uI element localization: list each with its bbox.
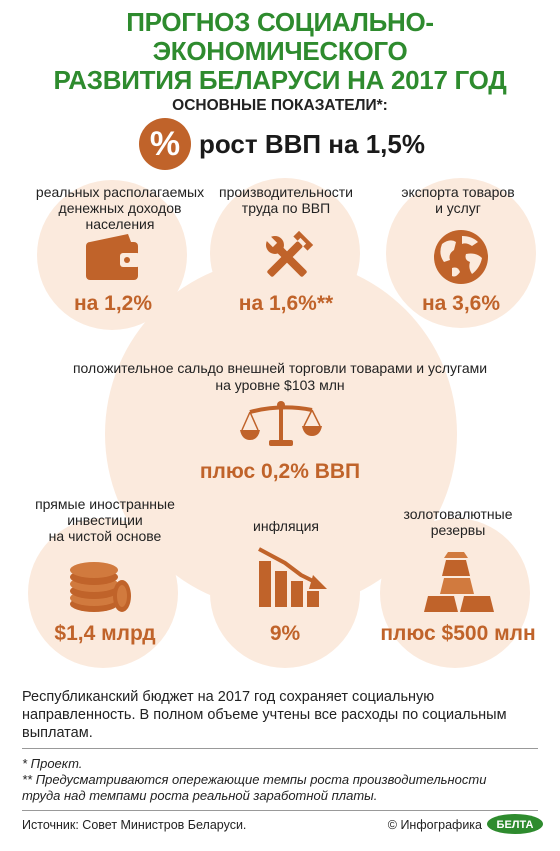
trade-balance-value: плюс 0,2% ВВП: [199, 460, 361, 483]
divider-bottom: [22, 810, 538, 811]
exports-value: на 3,6%: [421, 292, 501, 315]
productivity-label-line-2: труда по ВВП: [241, 200, 331, 216]
reserves-label: золотовалютные резервы: [378, 506, 538, 538]
page-title: ПРОГНОЗ СОЦИАЛЬНО-ЭКОНОМИЧЕСКОГО РАЗВИТИ…: [0, 8, 560, 95]
footnote-2: ** Предусматриваются опережающие темпы р…: [22, 772, 486, 804]
fdi-label-line-3: на чистой основе: [48, 528, 162, 544]
scales-icon: [240, 401, 322, 446]
divider-top: [22, 748, 538, 749]
trade-balance-label: положительное сальдо внешней торговли то…: [0, 360, 560, 394]
footnote-2-line-1: ** Предусматриваются опережающие темпы р…: [22, 772, 487, 787]
budget-paragraph: Республиканский бюджет на 2017 год сохра…: [22, 688, 547, 742]
budget-line-1: Республиканский бюджет на 2017 год сохра…: [22, 689, 435, 705]
percent-icon: %: [139, 118, 191, 170]
fdi-label: прямые иностранные инвестиции на чистой …: [10, 496, 200, 544]
infographic-credit: © Инфографика: [387, 818, 482, 832]
gdp-growth: % рост ВВП на 1,5%: [139, 118, 425, 170]
exports-label: экспорта товаров и услуг: [378, 184, 538, 216]
logo-text: БЕЛТА: [497, 819, 534, 831]
reserves-value: плюс $500 млн: [380, 622, 536, 645]
productivity-value: на 1,6%**: [238, 292, 334, 315]
inflation-label: инфляция: [206, 518, 366, 534]
exports-label-line-2: и услуг: [435, 200, 481, 216]
reserves-label-line-1: золотовалютные: [403, 506, 513, 522]
wallet-icon: [86, 234, 140, 280]
gdp-growth-text: рост ВВП на 1,5%: [199, 128, 425, 159]
source-text: Источник: Совет Министров Беларуси.: [22, 818, 247, 832]
footnote-1: * Проект.: [22, 756, 83, 771]
declining-chart-icon: [258, 547, 327, 607]
income-label-line-3: населения: [85, 216, 155, 232]
belta-logo: БЕЛТА: [487, 814, 543, 834]
reserves-label-line-2: резервы: [430, 522, 486, 538]
inflation-label-line-1: инфляция: [253, 518, 319, 534]
globe-icon: [434, 230, 488, 284]
exports-label-line-1: экспорта товаров: [401, 184, 515, 200]
fdi-label-line-1: прямые иностранные: [35, 496, 175, 512]
income-value: на 1,2%: [73, 292, 153, 315]
income-label-line-1: реальных располагаемых: [35, 184, 205, 200]
income-label-line-2: денежных доходов: [58, 200, 182, 216]
fdi-value: $1,4 млрд: [54, 622, 156, 645]
gold-bars-icon: [424, 552, 494, 612]
indicators-heading: ОСНОВНЫЕ ПОКАЗАТЕЛИ*:: [172, 97, 388, 114]
income-label: реальных располагаемых денежных доходов …: [20, 184, 220, 232]
inflation-value: 9%: [269, 622, 301, 645]
footnote-2-line-2: труда над темпами роста реальной заработ…: [22, 788, 378, 803]
productivity-label: производительности труда по ВВП: [196, 184, 376, 216]
title-line-2: РАЗВИТИЯ БЕЛАРУСИ НА 2017 ГОД: [53, 65, 507, 95]
budget-line-3: выплатам.: [22, 725, 93, 741]
title-line-1: ПРОГНОЗ СОЦИАЛЬНО-ЭКОНОМИЧЕСКОГО: [126, 7, 434, 66]
tools-icon: [265, 230, 314, 277]
trade-label-line-2: на уровне $103 млн: [215, 377, 345, 393]
budget-line-2: направленность. В полном объеме учтены в…: [22, 707, 507, 723]
trade-label-line-1: положительное сальдо внешней торговли то…: [72, 360, 488, 376]
productivity-label-line-1: производительности: [219, 184, 353, 200]
fdi-label-line-2: инвестиции: [67, 512, 143, 528]
coins-icon: [70, 562, 131, 612]
